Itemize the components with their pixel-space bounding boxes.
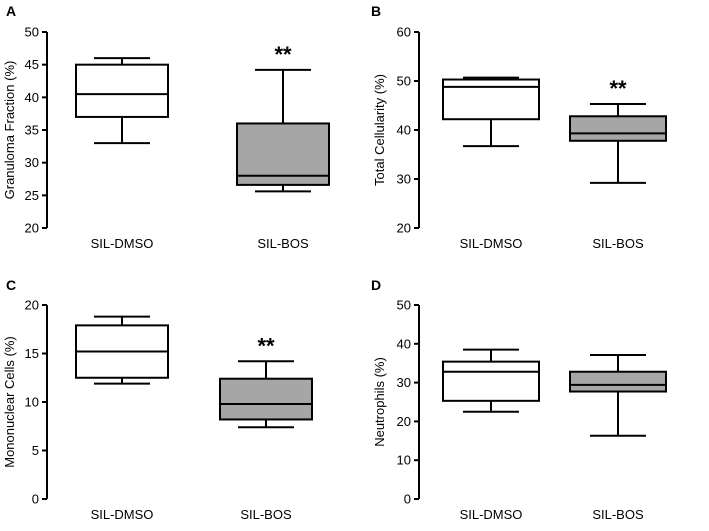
panel-b-category-label: SIL-DMSO: [460, 236, 523, 251]
panel-b-y-tick-label: 60: [397, 25, 411, 40]
panel-a-y-tick-label: 40: [25, 90, 39, 105]
panel-a-y-tick-label: 20: [25, 221, 39, 236]
panel-b-box-sil-dmso-iqr-box: [442, 78, 540, 121]
panel-c-y-tick-label: 20: [25, 298, 39, 313]
panel-d-y-tick-label: 0: [404, 492, 411, 507]
panel-d-category-label: SIL-BOS: [592, 507, 644, 522]
panel-c-y-tick-label: 10: [25, 395, 39, 410]
panel-c-category-label: SIL-DMSO: [91, 507, 154, 522]
panel-b-category-label: SIL-BOS: [592, 236, 644, 251]
panel-a-box-sil-dmso-iqr-box: [75, 63, 169, 118]
panel-b-significance-marker: **: [609, 76, 627, 101]
panel-c-box-sil-bos-iqr-box: [219, 377, 313, 421]
panel-d-y-tick-label: 50: [397, 298, 411, 313]
panel-d-box-sil-dmso-iqr-box: [442, 360, 540, 402]
panel-c-category-label: SIL-BOS: [240, 507, 292, 522]
panel-d-letter: D: [371, 277, 381, 293]
panel-a-y-tick-label: 30: [25, 155, 39, 170]
panel-a-significance-marker: **: [274, 42, 292, 67]
panel-b-y-axis-title: Total Cellularity (%): [372, 74, 387, 186]
panel-c-y-tick-label: 0: [32, 492, 39, 507]
panel-d-box-sil-bos-iqr-box: [569, 370, 667, 393]
panel-b-letter: B: [371, 3, 381, 19]
panel-a-y-tick-label: 45: [25, 57, 39, 72]
panel-d-category-label: SIL-DMSO: [460, 507, 523, 522]
panel-a-y-tick-label: 25: [25, 188, 39, 203]
panel-c-y-axis-title: Mononuclear Cells (%): [2, 336, 17, 468]
panel-b-y-tick-label: 30: [397, 172, 411, 187]
panel-a-box-sil-bos-iqr-box: [236, 122, 330, 186]
panel-d-y-axis-title: Neutrophils (%): [372, 357, 387, 447]
panel-d-y-tick-label: 40: [397, 336, 411, 351]
panel-d-y-tick-label: 10: [397, 453, 411, 468]
panel-a-y-tick-label: 50: [25, 25, 39, 40]
panel-b-y-tick-label: 50: [397, 74, 411, 89]
panel-b-y-tick-label: 20: [397, 221, 411, 236]
panel-c-y-tick-label: 15: [25, 346, 39, 361]
panel-a-category-label: SIL-DMSO: [91, 236, 154, 251]
panel-c-letter: C: [6, 277, 16, 293]
panel-d-y-tick-label: 30: [397, 375, 411, 390]
panel-c-y-tick-label: 5: [32, 443, 39, 458]
panel-c-significance-marker: **: [257, 333, 275, 358]
panel-b-y-tick-label: 40: [397, 123, 411, 138]
panel-a-y-tick-label: 35: [25, 123, 39, 138]
panel-a-y-axis-title: Granuloma Fraction (%): [2, 61, 17, 200]
panel-b-box-sil-bos-iqr-box: [569, 115, 667, 142]
panel-a-letter: A: [6, 3, 16, 19]
panel-d-y-tick-label: 20: [397, 414, 411, 429]
panel-a-category-label: SIL-BOS: [257, 236, 309, 251]
